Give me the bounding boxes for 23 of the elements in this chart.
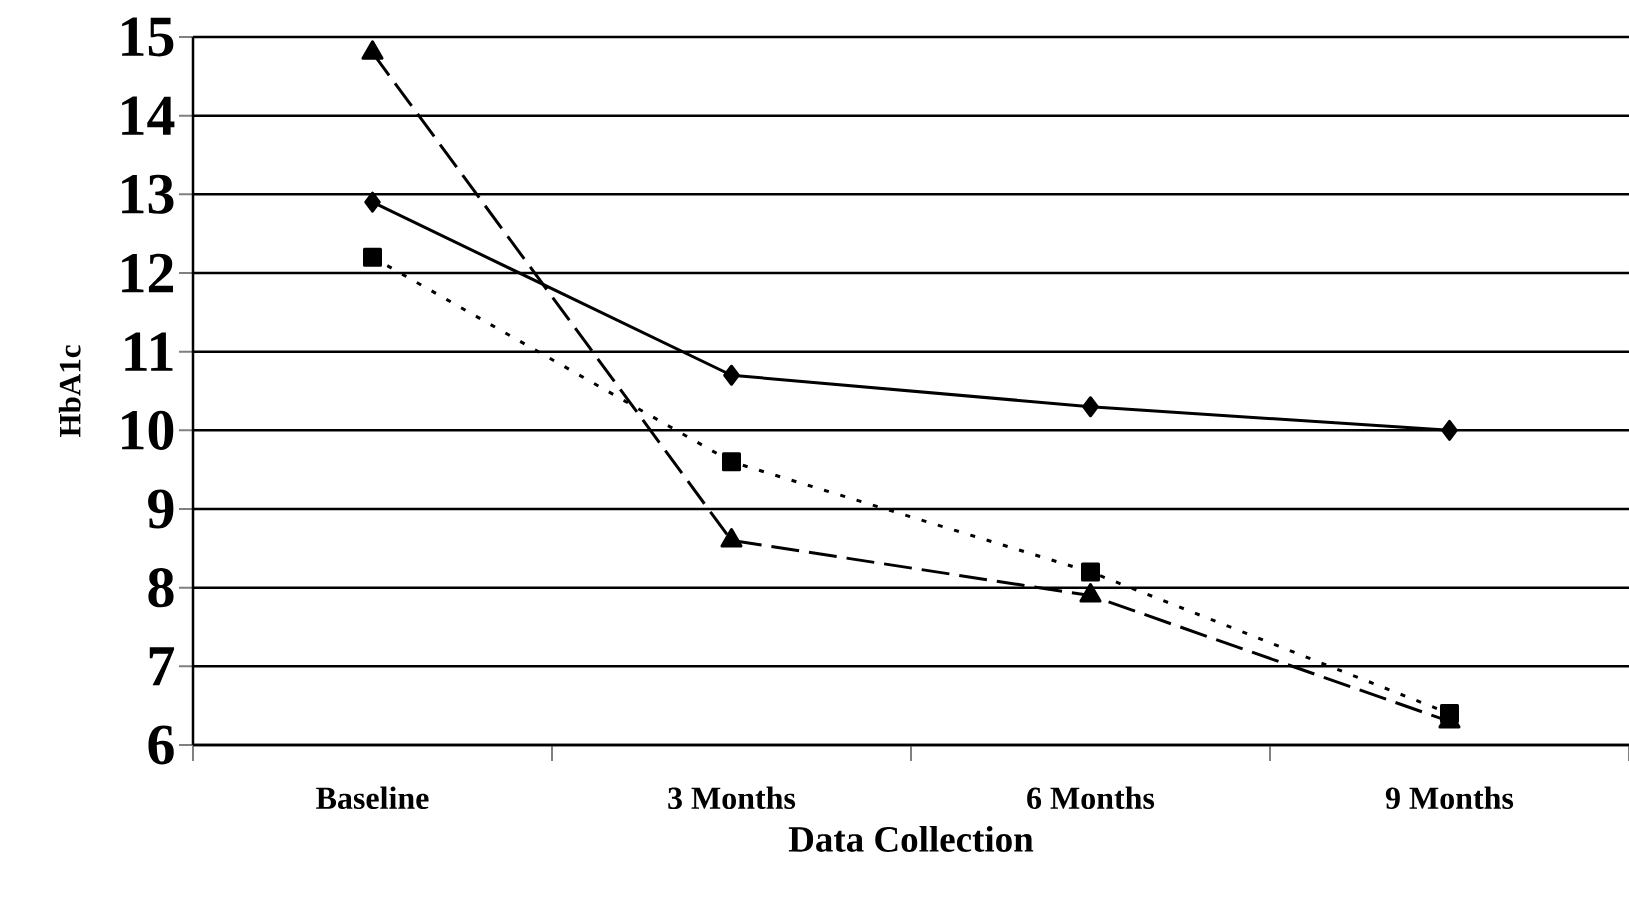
point [364, 191, 381, 213]
point [1082, 396, 1099, 418]
point [1080, 562, 1100, 582]
y-axis-title: HbA1c [58, 345, 81, 437]
x-axis-title: Data Collection [788, 825, 1034, 852]
y-tick-label: 8 [148, 568, 174, 608]
x-tick-label: 9 Months [1385, 786, 1514, 810]
x-tick-label: Baseline [316, 786, 429, 810]
y-tick-label: 10 [122, 410, 174, 450]
point [721, 452, 741, 472]
y-tick-label: 15 [122, 17, 174, 57]
y-tick-label: 14 [122, 96, 175, 135]
y-tick-label: 11 [125, 332, 173, 371]
point [363, 247, 382, 267]
point [1441, 419, 1458, 441]
y-tick-label: 9 [148, 489, 174, 529]
x-tick-label: 6 Months [1027, 786, 1155, 810]
y-tick-label: 13 [122, 174, 174, 214]
x-tick-label: 3 Months [668, 786, 796, 810]
y-tick-label: 12 [122, 253, 173, 293]
y-tick-label: 6 [148, 725, 174, 765]
y-tick-label: 7 [149, 647, 175, 686]
point [723, 364, 740, 386]
